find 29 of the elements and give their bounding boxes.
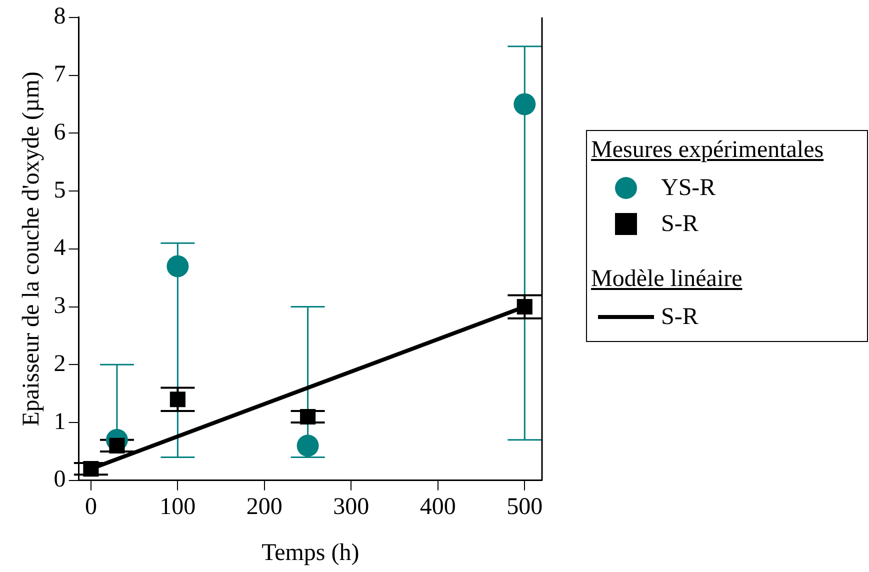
y-tick-label: 2: [54, 350, 66, 377]
point: [296, 434, 319, 457]
y-axis-title: Epaisseur de la couche d'oxyde (µm): [18, 72, 45, 426]
point: [170, 392, 186, 408]
y-tick-label: 5: [54, 177, 66, 204]
text: Modèle linéaire: [591, 266, 744, 293]
y-tick-label: 4: [54, 235, 66, 262]
x-tick-label: 400: [420, 494, 456, 520]
y-tick-label: 8: [54, 4, 66, 30]
y-tick-label: 3: [54, 293, 66, 320]
y-tick-label: 1: [54, 408, 66, 435]
y-tick-label: 6: [54, 119, 66, 146]
x-tick-label: 500: [506, 494, 543, 520]
x-axis-title: Temps (h): [262, 540, 360, 566]
x-tick-label: 300: [333, 494, 370, 520]
y-tick-label: 7: [54, 62, 66, 88]
x-tick-label: 0: [84, 494, 97, 520]
point: [83, 461, 99, 477]
point: [516, 298, 532, 315]
point: [514, 93, 536, 116]
legend-title: Mesures expérimentales: [591, 137, 825, 164]
point: [300, 408, 316, 425]
legend-label: YS-R: [661, 174, 716, 202]
point: [166, 255, 189, 278]
x-tick-label: 100: [160, 494, 196, 520]
legend-label: S-R: [661, 210, 698, 238]
legend-label: S-R: [661, 304, 698, 330]
x-tick-label: 200: [246, 494, 282, 520]
y-tick-label: 0: [54, 466, 66, 493]
